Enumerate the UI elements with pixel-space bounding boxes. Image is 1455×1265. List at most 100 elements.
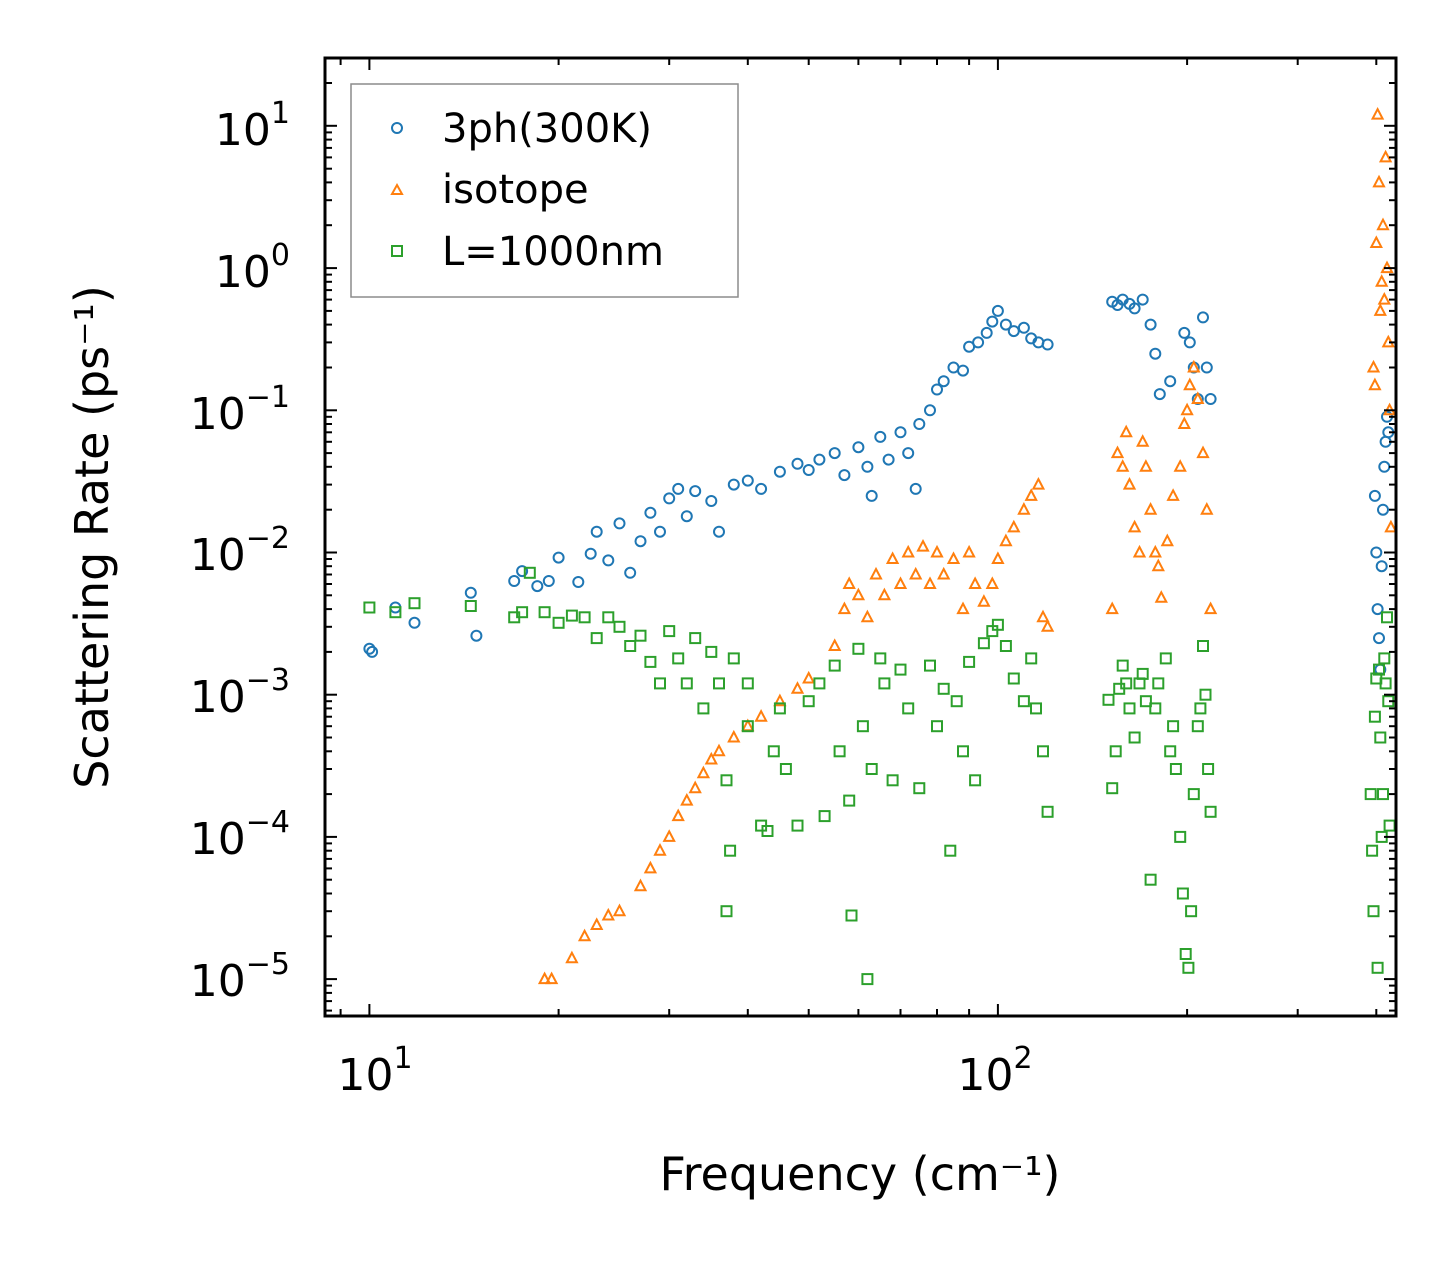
point-triangle-1-62 bbox=[1148, 544, 1162, 558]
point-square-2-100 bbox=[1202, 763, 1215, 775]
point-circle-0-7 bbox=[516, 565, 529, 578]
point-triangle-1-42 bbox=[977, 594, 991, 607]
point-circle-0-51 bbox=[980, 326, 993, 339]
point-square-2-89 bbox=[1169, 763, 1182, 775]
point-triangle-1-28 bbox=[869, 566, 883, 580]
point-square-2-91 bbox=[1176, 887, 1189, 900]
point-square-2-11 bbox=[590, 632, 603, 645]
legend-label-l1000nm: L=1000nm bbox=[442, 229, 664, 275]
point-square-2-96 bbox=[1191, 720, 1204, 733]
point-circle-0-29 bbox=[773, 465, 786, 478]
point-circle-0-15 bbox=[613, 517, 626, 530]
point-square-2-55 bbox=[931, 720, 943, 733]
point-triangle-1-20 bbox=[773, 693, 787, 707]
point-triangle-1-63 bbox=[1151, 558, 1165, 572]
point-square-2-35 bbox=[779, 763, 792, 775]
point-circle-0-21 bbox=[672, 482, 685, 495]
point-square-2-116 bbox=[1383, 819, 1396, 832]
point-square-2-46 bbox=[861, 973, 874, 986]
point-triangle-1-19 bbox=[754, 709, 768, 722]
point-circle-0-76 bbox=[1204, 393, 1217, 405]
point-square-2-57 bbox=[944, 844, 957, 857]
point-circle-0-83 bbox=[1377, 503, 1389, 516]
point-square-2-69 bbox=[1030, 702, 1042, 715]
point-circle-0-41 bbox=[902, 447, 915, 460]
legend-box bbox=[350, 83, 739, 298]
point-square-2-19 bbox=[672, 652, 685, 665]
point-triangle-1-12 bbox=[680, 792, 694, 806]
point-square-2-9 bbox=[565, 609, 578, 622]
point-square-2-102 bbox=[1364, 788, 1377, 801]
point-square-2-3 bbox=[464, 600, 477, 612]
point-triangle-1-15 bbox=[704, 751, 718, 765]
point-circle-0-27 bbox=[741, 474, 754, 487]
point-triangle-1-51 bbox=[1040, 619, 1055, 632]
point-square-2-51 bbox=[894, 663, 907, 676]
point-triangle-1-7 bbox=[633, 878, 648, 892]
point-triangle-1-52 bbox=[1105, 601, 1119, 615]
point-triangle-1-40 bbox=[962, 544, 976, 558]
point-triangle-1-34 bbox=[916, 538, 930, 552]
point-square-2-7 bbox=[538, 606, 551, 619]
point-circle-0-38 bbox=[874, 430, 887, 443]
point-square-2-0 bbox=[363, 601, 376, 614]
point-circle-0-4 bbox=[464, 586, 477, 599]
point-triangle-1-27 bbox=[860, 609, 875, 623]
point-square-2-44 bbox=[852, 642, 865, 655]
point-square-2-20 bbox=[680, 677, 693, 690]
point-square-2-85 bbox=[1152, 677, 1165, 690]
point-square-2-40 bbox=[828, 659, 841, 672]
y-tick-label-1e-3: 10−3 bbox=[190, 663, 290, 723]
point-circle-0-66 bbox=[1144, 318, 1157, 331]
point-circle-0-23 bbox=[689, 485, 702, 498]
point-circle-0-43 bbox=[913, 418, 926, 430]
point-triangle-1-57 bbox=[1127, 519, 1142, 533]
point-circle-0-74 bbox=[1197, 311, 1209, 324]
point-circle-0-19 bbox=[654, 525, 666, 538]
point-circle-0-28 bbox=[755, 482, 768, 495]
point-circle-0-16 bbox=[624, 566, 637, 579]
point-triangle-1-81 bbox=[1373, 303, 1387, 316]
point-circle-0-34 bbox=[838, 469, 851, 482]
point-square-2-43 bbox=[845, 909, 858, 922]
point-square-2-83 bbox=[1144, 873, 1157, 886]
point-square-2-78 bbox=[1123, 702, 1136, 715]
point-square-2-49 bbox=[878, 677, 891, 690]
point-square-2-10 bbox=[578, 611, 591, 624]
point-square-2-64 bbox=[991, 618, 1004, 631]
point-triangle-1-58 bbox=[1132, 544, 1147, 558]
point-square-2-77 bbox=[1120, 677, 1133, 690]
point-square-2-67 bbox=[1017, 695, 1030, 708]
point-triangle-1-26 bbox=[851, 587, 866, 601]
point-square-2-92 bbox=[1179, 948, 1192, 960]
point-circle-0-20 bbox=[663, 492, 676, 505]
point-circle-0-71 bbox=[1183, 336, 1196, 349]
point-square-2-28 bbox=[727, 652, 740, 665]
point-triangle-1-50 bbox=[1036, 609, 1050, 623]
point-circle-0-26 bbox=[727, 478, 740, 491]
point-square-2-12 bbox=[602, 611, 615, 624]
point-triangle-1-23 bbox=[828, 638, 842, 651]
point-circle-0-22 bbox=[680, 510, 693, 523]
point-circle-0-5 bbox=[470, 629, 483, 642]
point-square-2-94 bbox=[1185, 905, 1198, 918]
point-triangle-1-35 bbox=[923, 576, 937, 589]
point-circle-0-6 bbox=[508, 575, 521, 587]
point-triangle-1-80 bbox=[1372, 174, 1386, 188]
point-square-2-54 bbox=[924, 659, 936, 672]
point-square-2-29 bbox=[741, 677, 754, 690]
point-square-2-70 bbox=[1037, 745, 1049, 758]
point-circle-0-65 bbox=[1136, 293, 1149, 306]
point-square-2-38 bbox=[813, 677, 826, 690]
point-circle-0-17 bbox=[634, 535, 647, 548]
point-triangle-1-65 bbox=[1160, 533, 1174, 547]
point-triangle-1-39 bbox=[956, 601, 970, 615]
point-square-2-30 bbox=[741, 720, 754, 733]
point-circle-0-84 bbox=[1378, 460, 1391, 473]
point-square-2-56 bbox=[937, 682, 950, 695]
point-triangle-1-75 bbox=[1203, 601, 1218, 615]
point-circle-0-36 bbox=[861, 460, 874, 473]
data-series-layer bbox=[363, 106, 1398, 986]
point-square-2-108 bbox=[1373, 663, 1385, 676]
